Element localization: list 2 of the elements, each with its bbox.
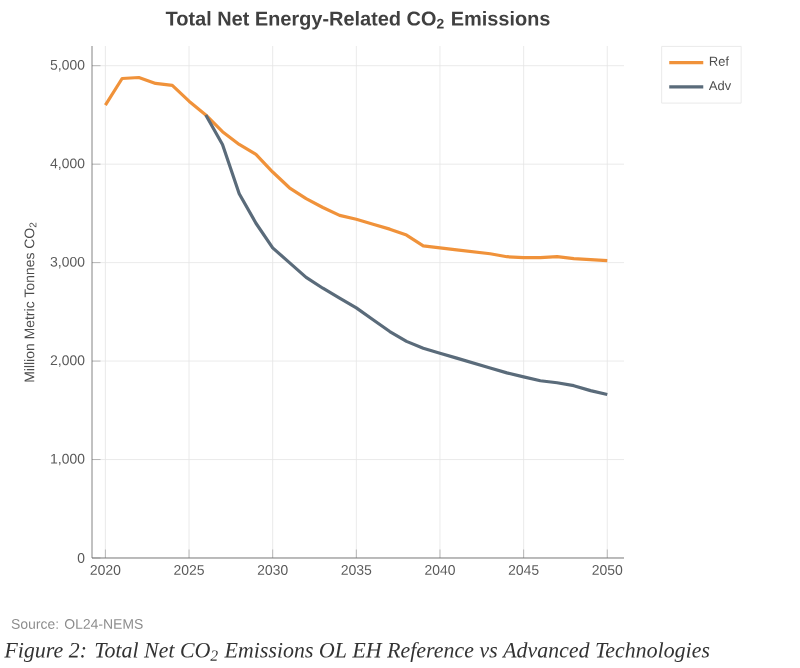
caption: Figure 2: Total Net CO$_{2}$ Emissions OL EH Reference vs Advanced Technologies xyxy=(4,641,710,663)
chart-title: Total Net Energy-Related CO$_{2}$ Emissions xyxy=(165,10,550,30)
